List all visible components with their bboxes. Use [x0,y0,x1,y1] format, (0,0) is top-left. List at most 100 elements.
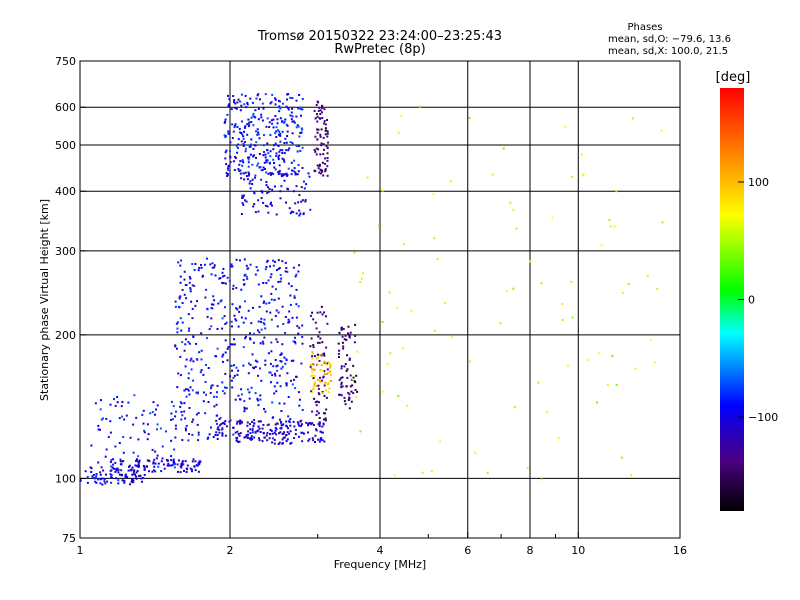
data-point [256,430,259,433]
data-point [287,396,290,398]
data-point [269,162,271,165]
data-point [95,473,98,476]
data-point [99,478,102,481]
data-point [257,199,260,202]
data-point [319,337,322,340]
data-point [282,436,285,439]
data-point [123,479,126,482]
data-point [324,133,327,136]
data-point [180,329,183,332]
data-point [131,466,134,469]
data-point [280,360,283,363]
data-point [194,460,197,463]
data-point [354,381,357,384]
data-point [251,427,254,430]
data-point [246,133,249,136]
data-point [174,300,177,303]
data-point [270,341,273,344]
data-point [348,333,351,336]
data-point [311,351,314,354]
data-point [353,341,356,344]
data-point [251,429,254,432]
data-point [86,475,89,478]
data-point [219,416,222,419]
data-point [238,434,241,437]
data-point [214,434,217,436]
data-point [154,450,157,453]
data-point [110,465,112,468]
data-point [295,288,298,291]
data-point [227,132,230,135]
data-point [326,368,329,371]
data-point [248,173,251,175]
data-point [310,390,313,393]
data-point [274,315,277,317]
data-point [200,358,203,361]
data-point [354,323,357,326]
data-point [217,302,220,305]
data-point [210,387,212,390]
data-point [272,126,275,129]
data-point [274,185,276,188]
data-point [283,152,286,155]
data-point [133,394,136,397]
data-point [263,300,266,303]
data-point [268,437,271,440]
data-point [222,353,225,356]
data-point [195,413,198,416]
data-point [134,464,137,467]
data-point [202,400,205,403]
data-point [248,397,251,400]
data-point [298,435,301,438]
data-point [318,393,321,396]
data-point [271,437,274,440]
data-point [187,341,190,343]
data-point [232,95,235,97]
data-point [256,399,259,402]
data-point [142,422,145,425]
data-point [228,98,231,101]
data-point [276,422,279,425]
data-point [284,316,287,318]
data-point [240,177,243,180]
data-point [244,147,247,150]
data-point [499,322,502,325]
data-point [292,211,295,214]
data-point [225,163,228,166]
data-point [183,270,186,273]
data-point [355,395,358,398]
data-point [146,438,149,441]
data-point [165,430,167,433]
grid-lines [80,61,680,538]
data-point [207,367,210,369]
data-point [214,274,217,277]
data-point [329,366,331,369]
data-point [191,420,194,423]
data-point [283,160,286,163]
data-point [181,414,184,417]
data-point [240,393,243,396]
data-point [287,318,290,321]
data-point [290,359,293,362]
data-point [221,428,224,431]
data-point [342,345,345,348]
data-point [341,326,343,329]
data-point [183,389,186,392]
data-point [156,404,159,407]
data-point [204,381,207,383]
data-point [269,203,272,206]
data-point [297,125,300,128]
data-point [241,164,244,167]
data-point [236,101,239,104]
data-point [341,335,344,338]
data-point [197,269,200,272]
data-point [191,460,194,463]
data-point [177,470,179,473]
data-point [325,383,328,386]
data-point [340,394,343,397]
data-point [246,424,249,427]
data-point [265,159,268,162]
data-point [300,127,303,130]
data-point [298,264,301,267]
data-point [191,470,193,473]
